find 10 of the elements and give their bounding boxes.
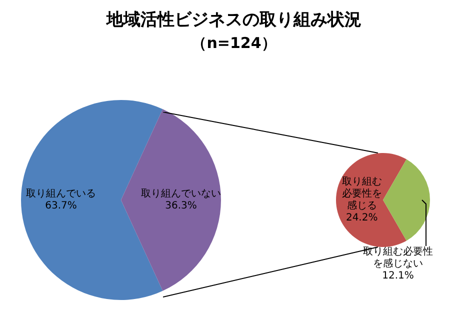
data-label: 36.3% [165,200,197,212]
data-label: 12.1% [382,270,414,282]
data-label: 63.7% [45,200,77,212]
slice-label: 取り組む必要性を感じない [363,246,433,270]
chart-title: 地域活性ビジネスの取り組み状況 [105,9,362,31]
slice-label: 取り組んでいない [141,188,221,200]
chart-subtitle: （n=124） [190,34,278,53]
slice-label: 取り組んでいる [26,188,96,200]
data-label: 24.2% [346,212,378,224]
slice-label: 取り組む必要性を感じる [342,176,382,212]
